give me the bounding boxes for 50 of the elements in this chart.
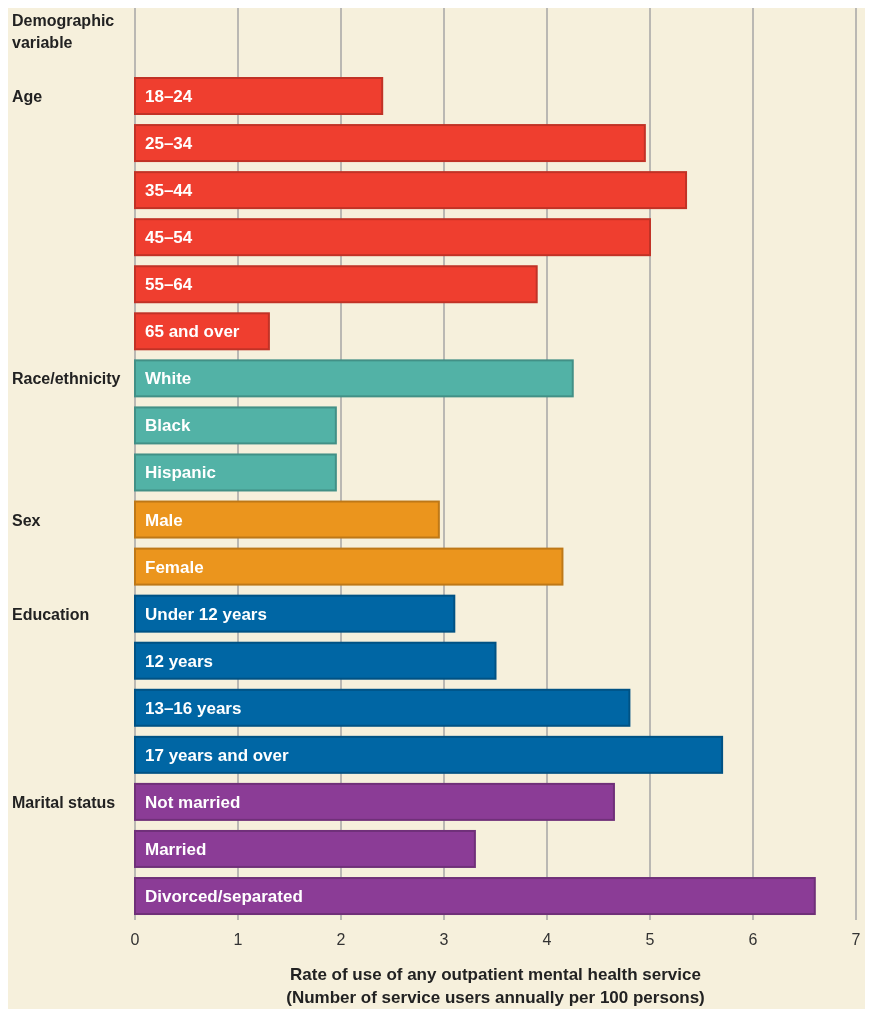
x-tick-label: 5 (645, 931, 655, 949)
x-axis-title: Rate of use of any outpatient mental health service (Number of service users annually per 100 persons) (286, 965, 705, 1008)
bar (134, 877, 816, 916)
x-tick-label: 4 (542, 931, 552, 949)
bar (134, 641, 497, 680)
bar (134, 218, 651, 257)
y-tick-label: White (145, 369, 192, 389)
bar (134, 547, 564, 586)
y-tick-label: Male (145, 510, 183, 530)
y-tick-label: 25–34 (145, 134, 193, 154)
y-tick-label: 45–54 (145, 228, 193, 248)
x-tick-label: 6 (748, 931, 758, 949)
x-tick-label: 0 (130, 931, 140, 949)
y-tick-label: 65 and over (145, 322, 240, 342)
bar (134, 77, 384, 115)
bar (134, 500, 440, 539)
y-tick-label: Black (145, 416, 191, 436)
bar (134, 782, 615, 821)
text: Race/ethnicity (12, 370, 121, 388)
y-tick-label: Not married (145, 792, 241, 812)
x-tick-label: 7 (851, 931, 861, 949)
text: Education (12, 605, 90, 623)
y-axis-title: Demographic variable (12, 12, 115, 51)
y-tick-label: 17 years and over (145, 745, 290, 765)
x-tick-label: 2 (336, 931, 346, 949)
bar (134, 406, 337, 445)
y-tick-label: Divorced/separated (145, 887, 303, 907)
bar (134, 171, 688, 210)
bar (134, 124, 646, 163)
y-tick-label: Hispanic (145, 463, 216, 483)
text: Age (12, 88, 43, 105)
x-tick-label: 3 (439, 931, 449, 949)
y-tick-label: 13–16 years (145, 698, 242, 718)
bar (134, 594, 456, 633)
bar (134, 359, 574, 398)
bar (134, 829, 476, 868)
bar (134, 453, 337, 492)
y-tick-label: Under 12 years (145, 604, 267, 624)
bar (134, 265, 538, 304)
text: Sex (12, 511, 41, 529)
text: Marital status (12, 793, 116, 811)
bar (134, 735, 724, 774)
y-tick-label: 35–44 (145, 181, 193, 201)
y-tick-label: 12 years (145, 651, 214, 671)
y-tick-label: 18–24 (145, 87, 193, 106)
y-tick-label: Female (145, 557, 204, 577)
y-tick-label: Married (145, 839, 207, 859)
bar (134, 688, 631, 727)
x-tick-label: 1 (233, 931, 243, 949)
y-tick-label: 55–64 (145, 275, 193, 295)
